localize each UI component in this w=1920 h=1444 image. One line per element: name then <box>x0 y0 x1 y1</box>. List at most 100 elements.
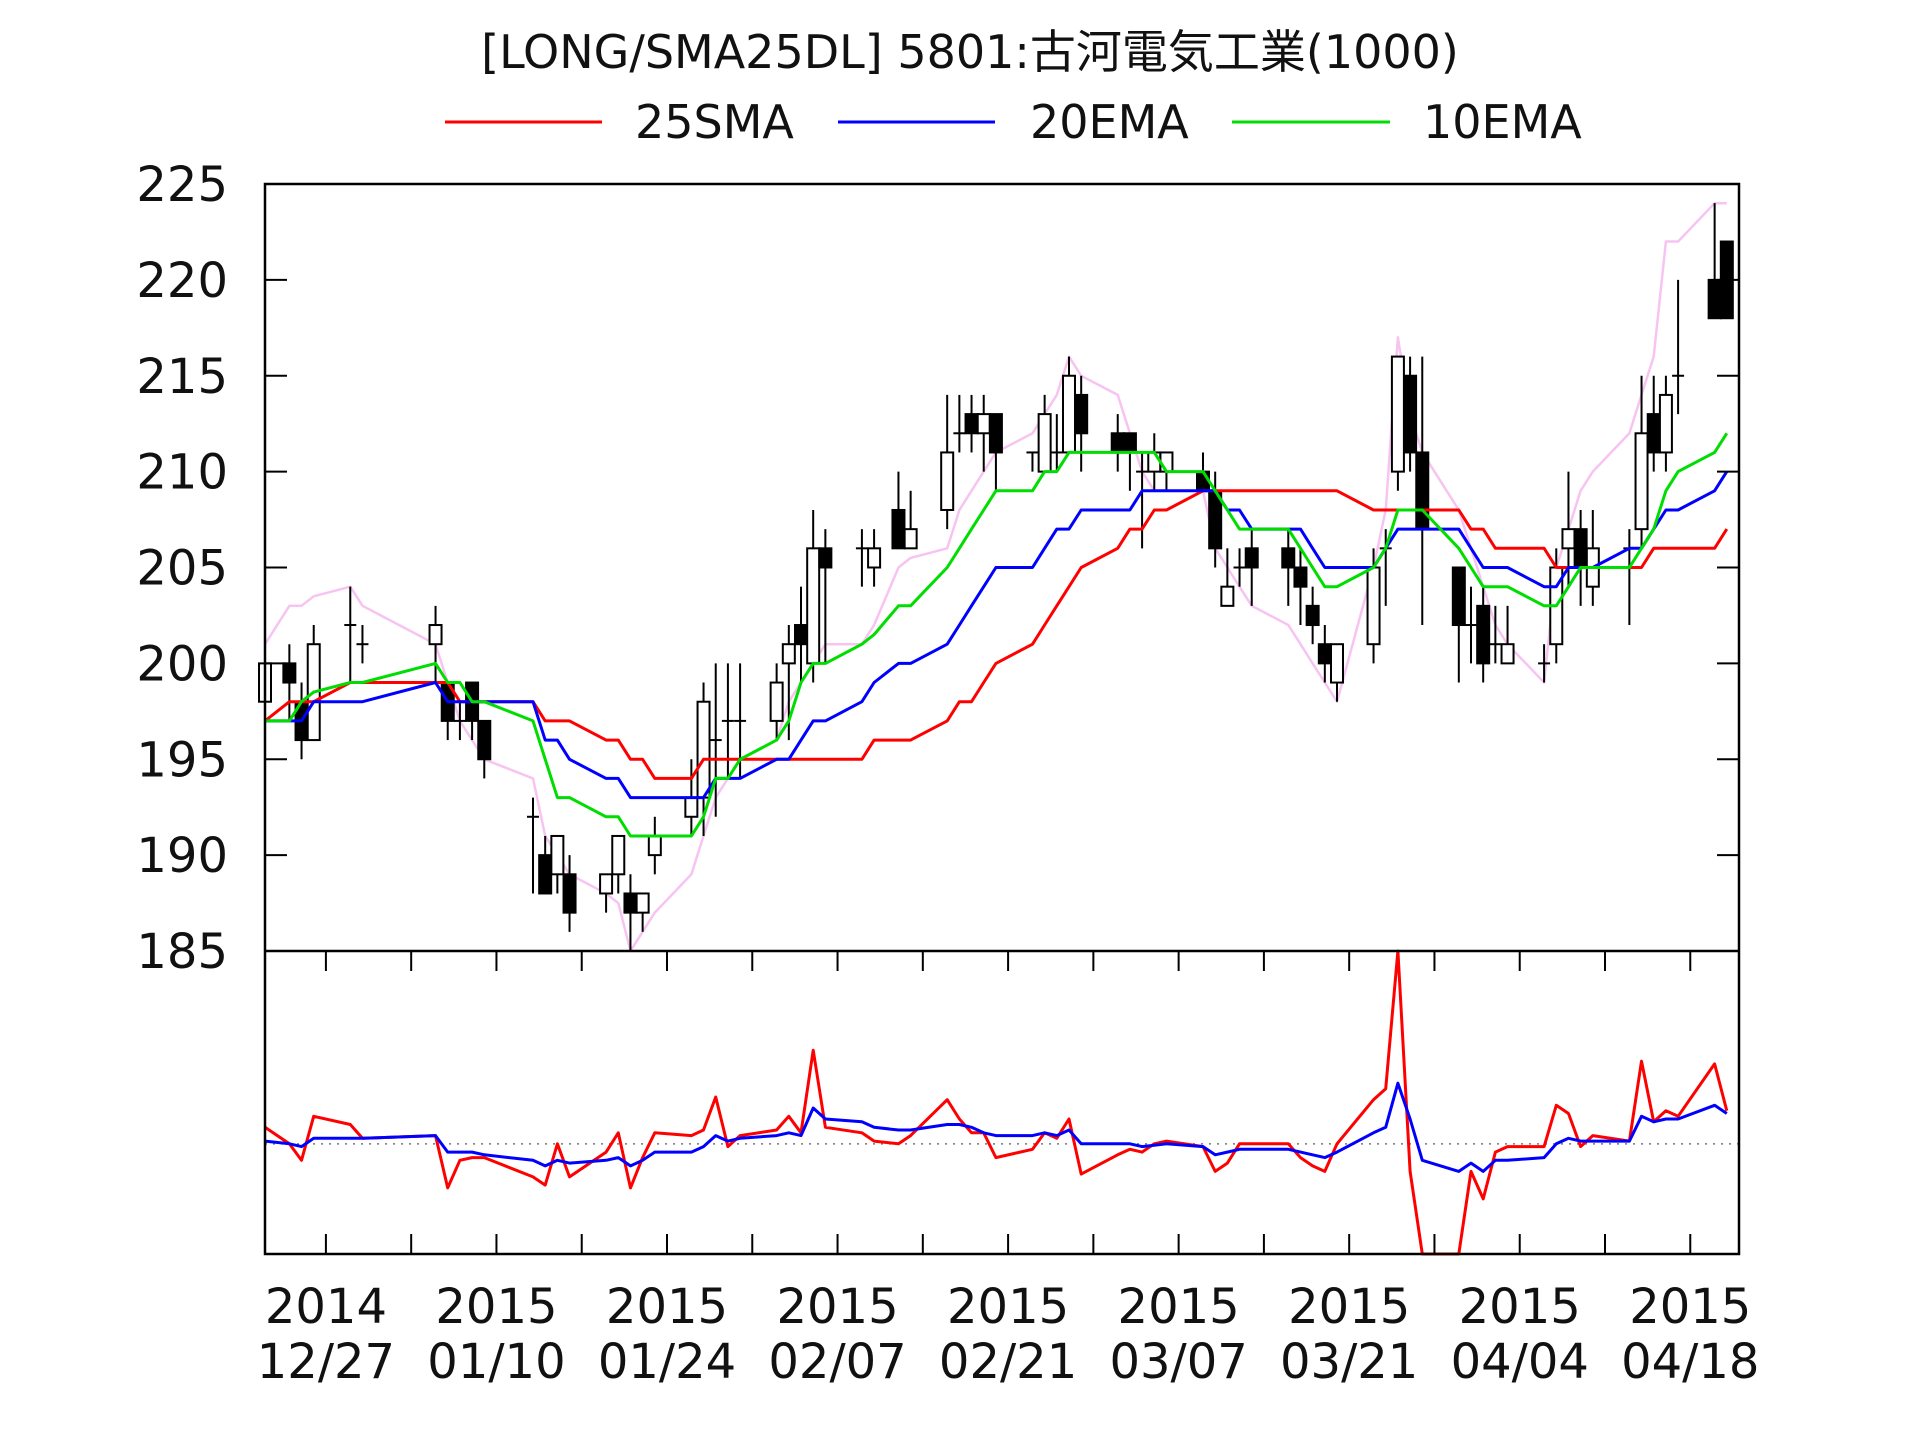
candle <box>976 394 991 472</box>
candle <box>940 394 955 530</box>
candle <box>1220 548 1235 607</box>
candle <box>867 529 882 587</box>
candle-body <box>1476 604 1491 665</box>
legend-label-25sma: 25SMA <box>635 95 794 149</box>
candle <box>1489 605 1502 664</box>
x-tick-label-year: 2015 <box>435 1279 557 1335</box>
oscillator-panel <box>264 949 1739 1256</box>
candle <box>527 797 539 894</box>
oscillator-red-line <box>264 949 1729 1256</box>
candle-body <box>988 413 1003 454</box>
candle <box>1244 529 1259 606</box>
x-tick-label-date: 04/04 <box>1451 1334 1589 1390</box>
candle <box>953 394 966 453</box>
candle <box>794 586 808 683</box>
candle-body <box>282 662 297 684</box>
candle <box>903 490 918 550</box>
candle-body <box>550 834 565 876</box>
candle-body <box>1196 470 1210 492</box>
candle <box>562 855 577 932</box>
candle-body <box>891 508 906 550</box>
candle <box>1390 355 1405 491</box>
candle <box>709 663 722 817</box>
candle <box>1208 471 1223 568</box>
legend-label-20ema: 20EMA <box>1030 95 1189 149</box>
plot-frame <box>263 182 1741 1256</box>
candle-body <box>1390 355 1405 473</box>
candle <box>1293 548 1308 626</box>
x-tick-label-date: 02/07 <box>768 1334 906 1390</box>
candle <box>1658 375 1673 472</box>
candle-body <box>647 834 662 857</box>
y-tick-label: 215 <box>136 349 228 405</box>
candle <box>635 892 650 932</box>
candle <box>344 586 357 683</box>
candle-body <box>964 413 979 435</box>
candle-body <box>781 643 796 665</box>
candle-body <box>1634 432 1649 531</box>
candle <box>1110 414 1125 472</box>
x-tick-label-date: 03/07 <box>1109 1334 1247 1390</box>
candle <box>1451 566 1466 683</box>
candle-body <box>1037 413 1052 473</box>
x-tick-label-year: 2015 <box>947 1279 1069 1335</box>
candle <box>1646 375 1661 472</box>
y-tick-label: 195 <box>136 732 228 788</box>
candle-body <box>562 873 577 914</box>
candle <box>806 509 821 683</box>
sma25-line <box>264 489 1729 780</box>
y-tick-label: 200 <box>136 636 228 692</box>
candle <box>538 835 553 895</box>
candle <box>477 719 492 779</box>
candle-body <box>1220 585 1235 607</box>
candle <box>964 394 979 453</box>
y-tick-label: 205 <box>136 541 228 597</box>
x-tick-label-year: 2014 <box>265 1279 387 1335</box>
candle <box>1305 586 1320 645</box>
candle-body <box>1074 393 1089 435</box>
candle <box>1634 375 1649 549</box>
price-panel <box>258 201 1734 953</box>
candle-body <box>867 547 882 569</box>
x-tick-label-date: 04/18 <box>1621 1334 1759 1390</box>
candle <box>647 816 662 875</box>
candle <box>1500 605 1515 665</box>
x-tick-label-date: 12/27 <box>257 1334 395 1390</box>
ema10-line <box>265 432 1729 838</box>
candle-body <box>1500 643 1515 665</box>
candle-body <box>1646 413 1661 454</box>
candle <box>855 529 868 587</box>
legend-label-10ema: 10EMA <box>1423 95 1582 149</box>
candle <box>282 644 297 721</box>
candle-body <box>1403 374 1418 454</box>
candle-body <box>635 892 650 914</box>
candle <box>1585 509 1600 606</box>
candle-body <box>611 834 626 876</box>
candle-body <box>1281 547 1296 569</box>
candle <box>623 874 638 951</box>
x-tick-label-year: 2015 <box>776 1279 898 1335</box>
candle <box>721 663 734 779</box>
candle-body <box>1330 643 1344 684</box>
candle-body <box>806 547 821 665</box>
candle <box>1037 394 1052 473</box>
candle <box>1415 356 1430 626</box>
legend: 25SMA 20EMA 10EMA <box>445 95 1582 149</box>
y-tick-label: 225 <box>136 157 228 213</box>
x-tick-label-date: 01/10 <box>427 1334 565 1390</box>
candle-body <box>1147 451 1162 473</box>
x-tick-label-year: 2015 <box>1459 1279 1581 1335</box>
candle <box>1330 643 1344 702</box>
candle <box>891 471 906 550</box>
candle <box>1707 203 1722 320</box>
candle-body <box>1366 566 1381 646</box>
candle-body <box>818 547 833 569</box>
candle <box>988 413 1003 491</box>
candle <box>550 834 565 894</box>
candle <box>599 873 614 913</box>
y-tick-label: 220 <box>136 253 228 309</box>
candle <box>1122 432 1137 491</box>
candle <box>428 605 443 683</box>
candle-body <box>1573 528 1588 569</box>
candle <box>1026 451 1039 472</box>
